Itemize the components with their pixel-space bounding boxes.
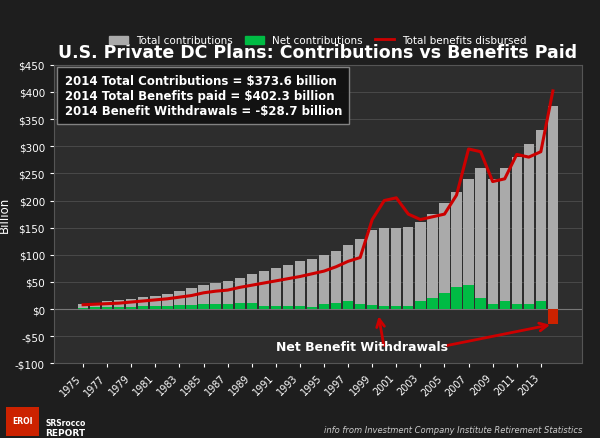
Bar (163, 294, 173, 309)
Bar (319, 304, 329, 309)
Bar (223, 281, 233, 309)
Bar (427, 299, 437, 309)
Bar (524, 304, 534, 309)
Bar (500, 169, 510, 309)
Bar (451, 288, 461, 309)
Bar (475, 299, 486, 309)
Bar (78, 304, 88, 309)
Bar (512, 158, 522, 309)
Bar (90, 308, 100, 309)
Bar (211, 283, 221, 309)
Bar (307, 307, 317, 309)
Text: info from Investment Company Institute Retirement Statistics: info from Investment Company Institute R… (323, 424, 582, 434)
Bar (343, 301, 353, 309)
Bar (199, 286, 209, 309)
Bar (126, 307, 136, 309)
Text: 2014 Total Contributions = $373.6 billion
2014 Total Benefits paid = $402.3 bill: 2014 Total Contributions = $373.6 billio… (65, 74, 342, 117)
Bar (138, 297, 148, 309)
Bar (150, 307, 161, 309)
Bar (548, 309, 558, 325)
Bar (451, 193, 461, 309)
Bar (415, 301, 425, 309)
Bar (271, 307, 281, 309)
Title: U.S. Private DC Plans: Contributions vs Benefits Paid: U.S. Private DC Plans: Contributions vs … (58, 43, 578, 61)
Bar (283, 265, 293, 309)
Bar (199, 304, 209, 309)
Bar (355, 239, 365, 309)
Bar (163, 306, 173, 309)
Bar (138, 307, 148, 309)
Bar (78, 308, 88, 309)
Bar (319, 255, 329, 309)
Bar (102, 308, 112, 309)
Bar (307, 259, 317, 309)
Bar (367, 231, 377, 309)
Bar (379, 228, 389, 309)
Bar (512, 304, 522, 309)
Bar (283, 306, 293, 309)
Text: EROI: EROI (12, 416, 33, 425)
Bar (536, 301, 546, 309)
Bar (126, 299, 136, 309)
Bar (259, 307, 269, 309)
Bar (187, 289, 197, 309)
Text: SRSrocco: SRSrocco (45, 418, 85, 427)
Bar (211, 304, 221, 309)
Bar (271, 268, 281, 309)
Bar (247, 275, 257, 309)
Bar (235, 304, 245, 309)
Bar (524, 144, 534, 309)
Bar (403, 227, 413, 309)
Bar (187, 305, 197, 309)
Bar (367, 305, 377, 309)
Bar (391, 228, 401, 309)
Bar (114, 301, 124, 309)
Bar (295, 306, 305, 309)
Bar (259, 272, 269, 309)
Bar (427, 215, 437, 309)
Bar (403, 307, 413, 309)
Bar (90, 303, 100, 309)
Bar (488, 180, 498, 309)
Text: REPORT: REPORT (45, 428, 85, 437)
Bar (331, 251, 341, 309)
Bar (488, 304, 498, 309)
Bar (150, 296, 161, 309)
Bar (439, 293, 449, 309)
Bar (463, 285, 473, 309)
Bar (175, 306, 185, 309)
Bar (391, 307, 401, 309)
Legend: Total contributions, Net contributions, Total benefits disbursed: Total contributions, Net contributions, … (105, 32, 531, 50)
Bar (536, 131, 546, 309)
Bar (102, 302, 112, 309)
Bar (114, 308, 124, 309)
Bar (379, 307, 389, 309)
Bar (500, 301, 510, 309)
Bar (463, 180, 473, 309)
Bar (223, 304, 233, 309)
Bar (415, 223, 425, 309)
Bar (343, 245, 353, 309)
Text: Net Benefit Withdrawals: Net Benefit Withdrawals (276, 340, 448, 353)
Bar (235, 278, 245, 309)
Y-axis label: Billion: Billion (0, 197, 11, 233)
Bar (331, 303, 341, 309)
Bar (439, 204, 449, 309)
Bar (548, 107, 558, 309)
Bar (295, 262, 305, 309)
Bar (355, 304, 365, 309)
Bar (475, 169, 486, 309)
Bar (175, 292, 185, 309)
Bar (247, 303, 257, 309)
